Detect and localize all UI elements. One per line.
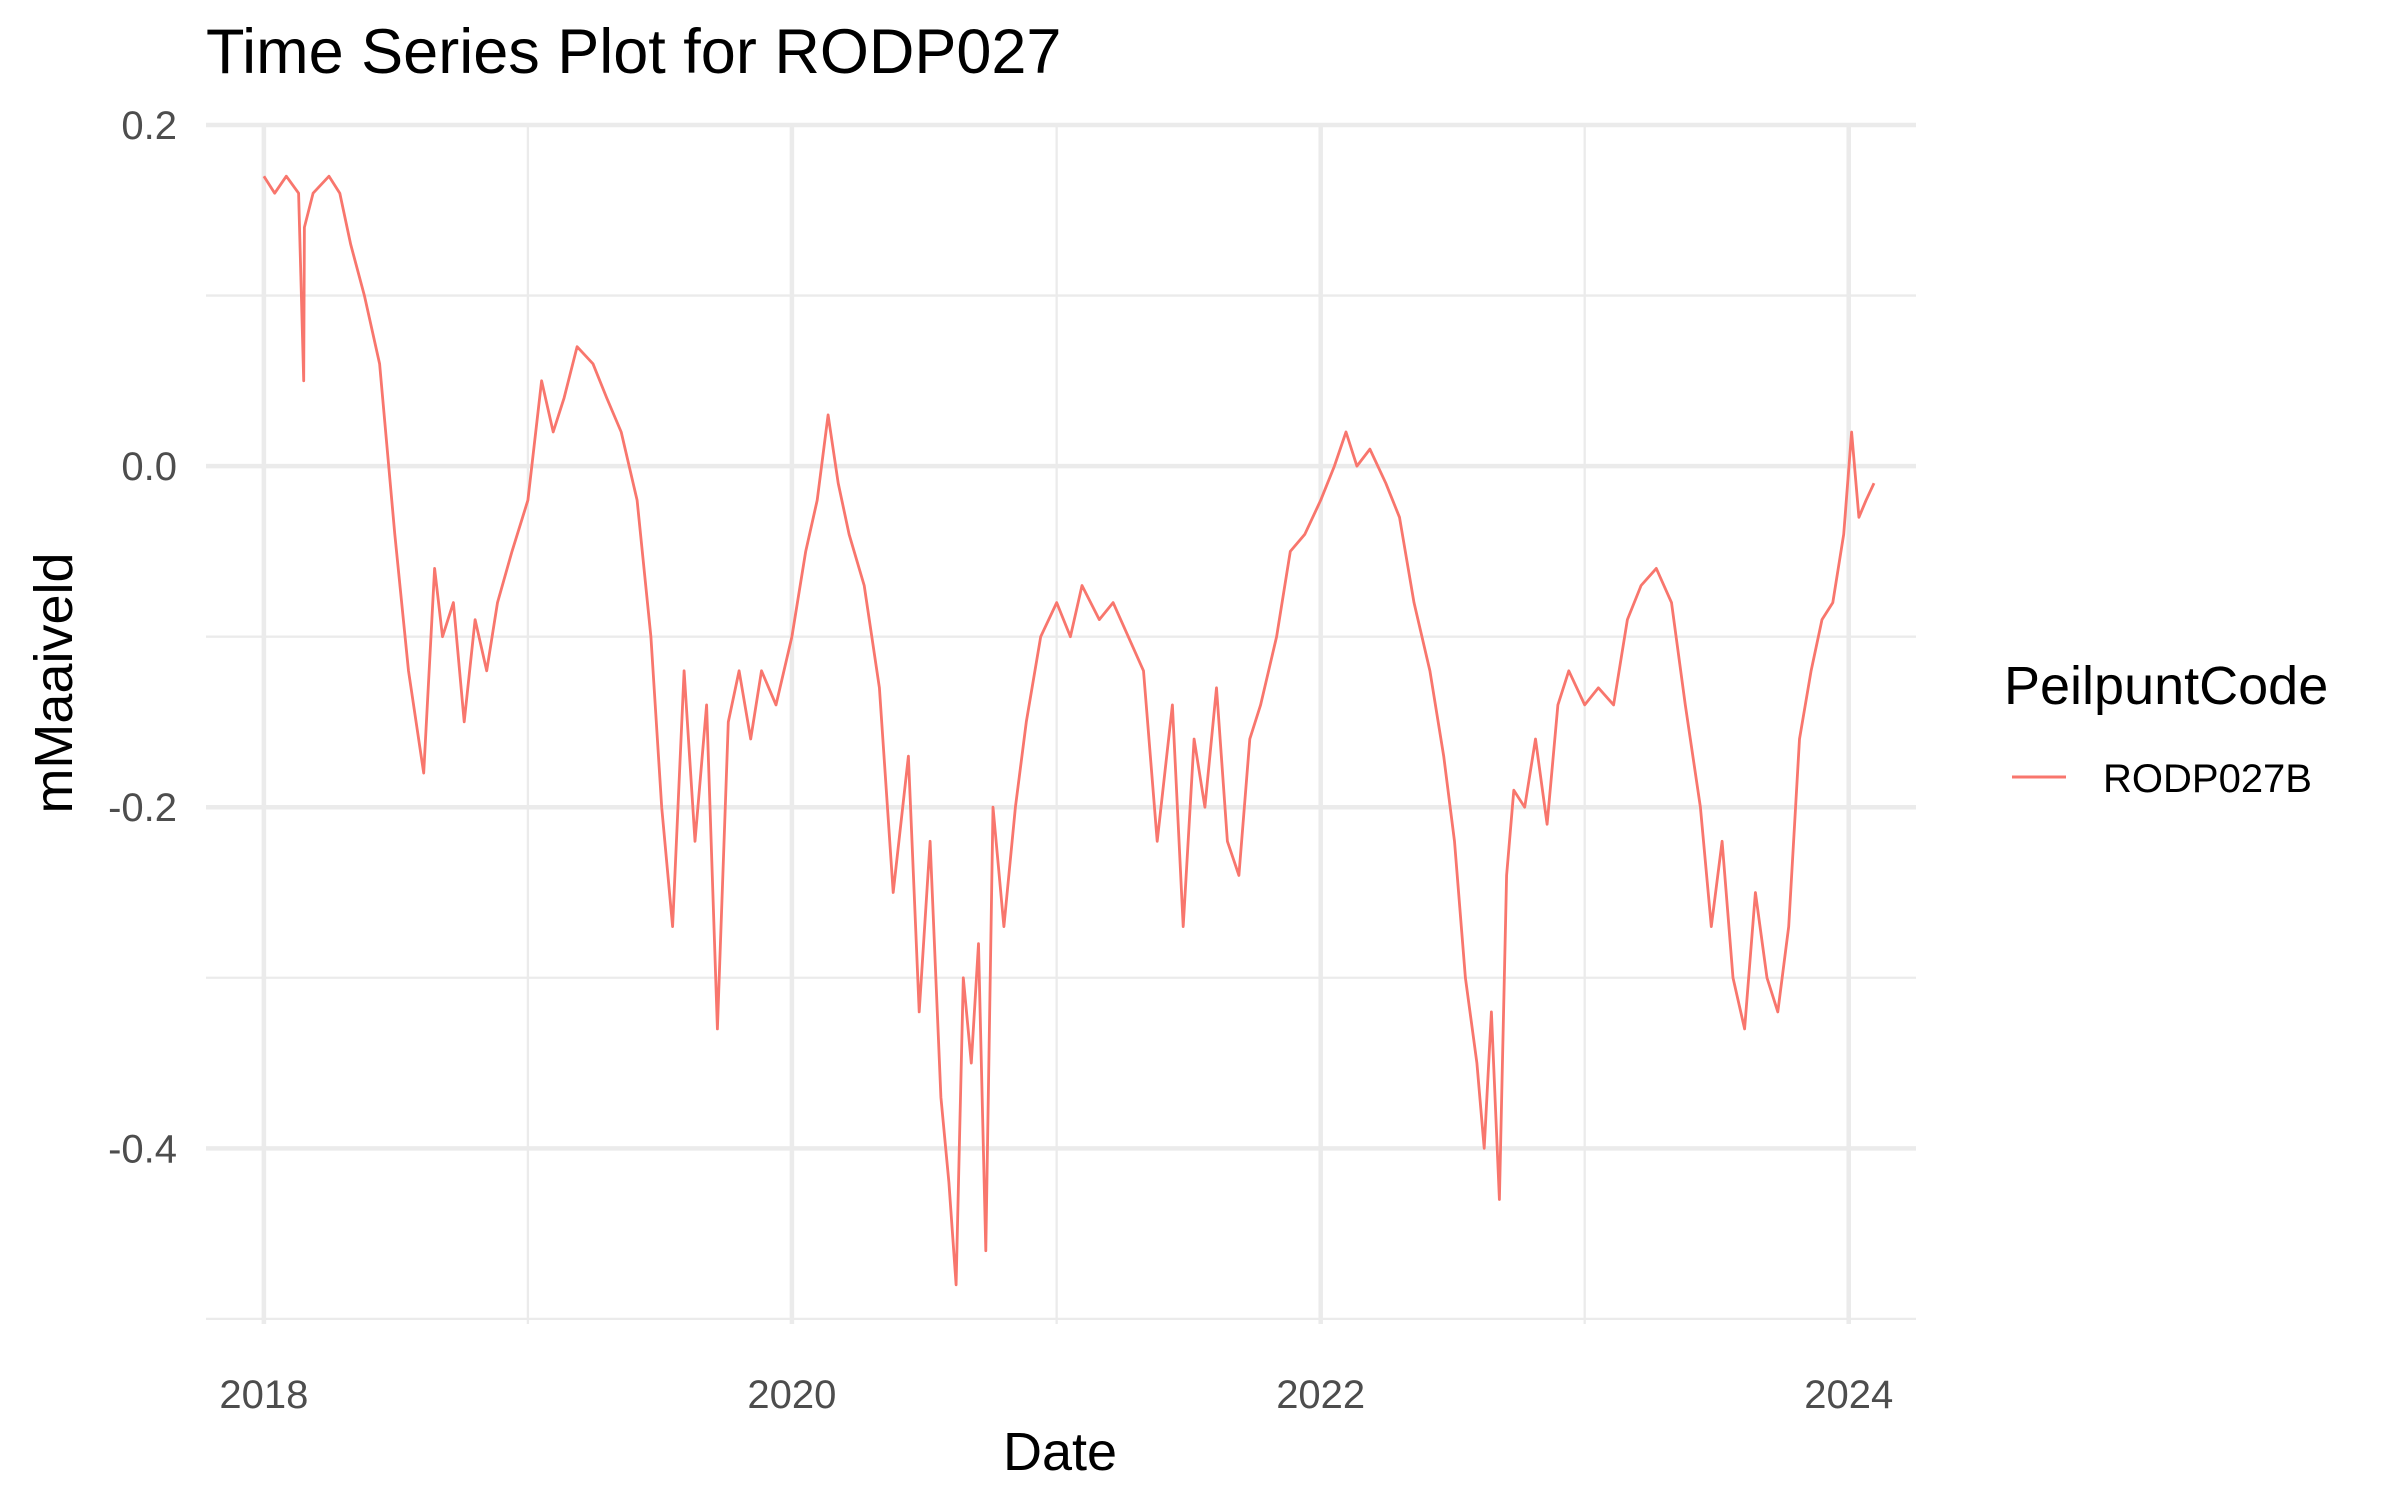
series-lines — [262, 174, 1876, 1287]
x-tick-label-2024: 2024 — [1804, 1373, 1893, 1417]
x-tick-label-2018: 2018 — [219, 1373, 308, 1417]
chart-title: Time Series Plot for RODP027 — [206, 17, 1061, 87]
x-axis-title: Date — [1003, 1422, 1117, 1482]
grid-lines — [206, 122, 1916, 1324]
legend-label-rodp027b: RODP027B — [2103, 757, 2312, 801]
x-tick-label-2022: 2022 — [1276, 1373, 1365, 1417]
y-tick-labels: 0.2 0.0 -0.2 -0.4 — [108, 104, 177, 1171]
legend-title: PeilpuntCode — [2004, 656, 2328, 716]
x-tick-label-2020: 2020 — [747, 1373, 836, 1417]
y-tick-label-1: 0.0 — [121, 445, 177, 489]
y-tick-label-0: 0.2 — [121, 104, 177, 148]
legend: PeilpuntCode RODP027B — [2004, 656, 2328, 801]
series-line-rodp027b — [262, 174, 1876, 1287]
y-tick-label-2: -0.2 — [108, 786, 177, 830]
y-tick-label-3: -0.4 — [108, 1127, 177, 1171]
x-tick-labels: 2018 2020 2022 2024 — [219, 1373, 1893, 1417]
y-axis-title: mMaaiveld — [24, 552, 84, 813]
